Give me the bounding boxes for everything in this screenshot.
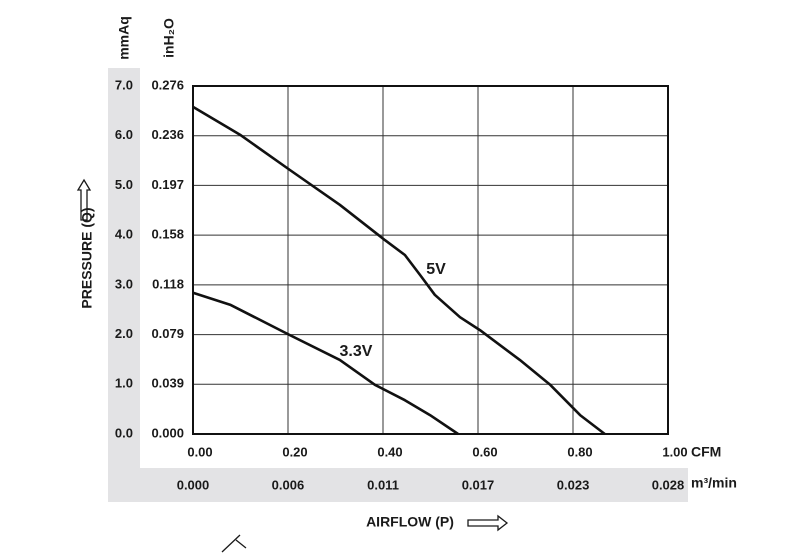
x-unit: CFM [691, 444, 721, 460]
x-tick-label: 0.80 [567, 444, 592, 459]
x-tick-label: 1.00 [662, 444, 687, 459]
y-tick-label: 2.0 [115, 326, 133, 341]
y-tick-label: 1.0 [115, 376, 133, 391]
y-tick-label: 0.0 [115, 425, 133, 440]
y2-tick-label: 0.039 [151, 376, 184, 391]
partial-graphic [221, 534, 247, 553]
curve [192, 105, 606, 436]
y2-tick-label: 0.276 [151, 77, 184, 92]
y-tick-label: 4.0 [115, 227, 133, 242]
curve [192, 291, 459, 436]
y-axis-title: PRESSURE (Q) [79, 207, 95, 308]
curve-label: 5V [426, 261, 446, 278]
y2-tick-label: 0.197 [151, 177, 184, 192]
x-tick-label: 0.40 [377, 444, 402, 459]
curve-label: 3.3V [340, 343, 373, 360]
y2-tick-label: 0.118 [152, 276, 184, 291]
x2-tick-label: 0.006 [272, 477, 305, 492]
y2-unit: inH₂O [161, 18, 177, 58]
y2-tick-label: 0.236 [151, 127, 184, 142]
y2-tick-label: 0.000 [151, 425, 184, 440]
x2-tick-label: 0.023 [557, 477, 590, 492]
x2-tick-label: 0.028 [652, 477, 685, 492]
y-tick-label: 6.0 [115, 127, 133, 142]
x-tick-label: 0.20 [282, 444, 307, 459]
x2-tick-label: 0.017 [462, 477, 495, 492]
y-tick-label: 3.0 [115, 276, 133, 291]
x-tick-label: 0.00 [187, 444, 212, 459]
x-tick-label: 0.60 [472, 444, 497, 459]
x2-tick-label: 0.000 [177, 477, 210, 492]
y-unit: mmAq [116, 16, 132, 60]
y-arrow [76, 178, 92, 221]
x-axis-title: AIRFLOW (P) [366, 514, 454, 530]
y-tick-label: 7.0 [115, 77, 133, 92]
y2-tick-label: 0.079 [151, 326, 184, 341]
x2-unit: m³/min [691, 475, 737, 491]
y2-tick-label: 0.158 [151, 227, 184, 242]
y-tick-label: 5.0 [115, 177, 133, 192]
plot-frame [192, 85, 669, 435]
x-arrow [467, 514, 509, 532]
x2-tick-label: 0.011 [367, 477, 399, 492]
